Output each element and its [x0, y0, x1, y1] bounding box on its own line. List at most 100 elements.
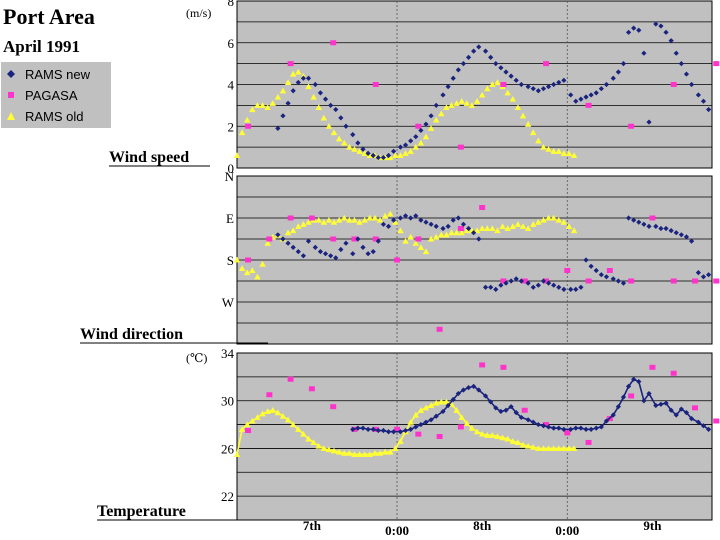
- data-point-diamond: [317, 249, 324, 255]
- data-point-triangle: [438, 398, 445, 405]
- data-point-triangle: [279, 413, 287, 419]
- data-point-diamond: [561, 77, 567, 83]
- data-point-triangle: [238, 265, 246, 271]
- x-tick-label: 9th: [643, 518, 662, 533]
- data-point-square: [351, 236, 358, 242]
- data-point-diamond: [440, 408, 446, 415]
- data-point-triangle: [478, 430, 486, 437]
- data-point-triangle: [438, 231, 445, 238]
- data-point-square: [628, 278, 635, 284]
- data-point-diamond: [668, 407, 674, 413]
- data-point-triangle: [346, 216, 353, 223]
- data-point-triangle: [371, 450, 379, 456]
- data-point-diamond: [476, 236, 482, 242]
- data-point-triangle: [244, 116, 251, 123]
- data-point-diamond: [428, 221, 434, 227]
- data-point-diamond: [695, 92, 701, 98]
- data-point-triangle: [453, 100, 460, 106]
- data-point-diamond: [317, 90, 324, 96]
- data-point-triangle: [555, 148, 562, 154]
- data-point-triangle: [565, 223, 573, 229]
- data-point-diamond: [678, 232, 684, 238]
- data-point-diamond: [380, 221, 387, 227]
- data-point-triangle: [432, 116, 440, 123]
- data-point-diamond: [498, 408, 504, 415]
- data-point-square: [670, 82, 677, 87]
- data-point-triangle: [412, 411, 419, 418]
- data-point-triangle: [284, 229, 292, 236]
- data-point-diamond: [285, 100, 291, 106]
- data-point-diamond: [455, 67, 461, 73]
- legend: RAMS new PAGASA RAMS old: [1, 62, 111, 128]
- data-point-triangle: [341, 450, 348, 456]
- data-point-diamond: [561, 426, 567, 432]
- data-point-diamond: [465, 225, 472, 232]
- data-point-diamond: [385, 152, 392, 159]
- data-point-diamond: [503, 407, 509, 413]
- data-point-triangle: [545, 445, 552, 451]
- data-point-triangle: [427, 402, 435, 409]
- data-point-square: [415, 431, 422, 437]
- data-point-diamond: [355, 236, 361, 242]
- data-point-diamond: [513, 77, 519, 83]
- data-point-diamond: [295, 79, 301, 86]
- data-point-diamond: [433, 413, 439, 419]
- y-tick-label: 2: [228, 119, 235, 134]
- data-point-diamond: [476, 387, 482, 393]
- data-point-triangle: [453, 229, 460, 236]
- data-point-square: [330, 236, 337, 242]
- data-point-diamond: [290, 244, 296, 250]
- data-point-diamond: [603, 81, 610, 88]
- data-point-diamond: [598, 272, 604, 278]
- data-point-square: [266, 392, 273, 398]
- data-point-diamond: [518, 414, 524, 421]
- data-point-triangle: [458, 98, 465, 104]
- data-point-triangle: [422, 248, 430, 255]
- series-rams-new: [275, 21, 712, 161]
- data-point-diamond: [568, 286, 574, 292]
- data-point-diamond: [305, 238, 312, 244]
- data-point-diamond: [471, 48, 477, 54]
- data-point-triangle: [468, 424, 476, 431]
- data-point-diamond: [568, 92, 574, 98]
- data-point-triangle: [489, 432, 496, 438]
- data-point-triangle: [346, 143, 353, 150]
- data-point-diamond: [646, 390, 652, 397]
- data-point-triangle: [351, 216, 358, 223]
- data-point-diamond: [493, 286, 499, 292]
- data-point-square: [372, 82, 379, 87]
- y-tick-label: 8: [228, 0, 235, 9]
- data-point-diamond: [603, 418, 610, 424]
- data-point-diamond: [402, 213, 409, 219]
- data-point-diamond: [658, 23, 664, 29]
- x-tick-label: 0:00: [555, 523, 579, 538]
- data-point-diamond: [418, 127, 424, 134]
- data-point-diamond: [365, 150, 371, 156]
- data-point-triangle: [417, 139, 425, 146]
- data-point-triangle: [233, 152, 241, 159]
- data-point-triangle: [473, 227, 481, 234]
- data-point-triangle: [407, 233, 414, 240]
- data-point-triangle: [524, 120, 532, 127]
- data-point-triangle: [264, 104, 271, 111]
- data-point-square: [543, 422, 550, 428]
- data-point-triangle: [504, 225, 511, 232]
- data-point-square: [628, 393, 635, 399]
- data-point-triangle: [448, 102, 455, 108]
- data-point-triangle: [366, 152, 373, 159]
- legend-item-rams-old: RAMS old: [5, 107, 84, 125]
- data-point-triangle: [289, 421, 297, 428]
- data-point-diamond: [423, 419, 429, 425]
- data-point-diamond: [280, 113, 286, 119]
- data-point-diamond: [333, 255, 339, 261]
- axis-unit-label: (℃): [186, 351, 207, 365]
- data-point-triangle: [499, 223, 506, 229]
- data-point-diamond: [391, 217, 397, 223]
- data-point-square: [670, 370, 677, 376]
- data-point-triangle: [361, 216, 368, 223]
- data-point-diamond: [433, 223, 439, 229]
- data-point-diamond: [530, 86, 536, 92]
- data-point-triangle: [238, 129, 246, 136]
- data-point-diamond: [482, 284, 489, 290]
- data-point-diamond: [413, 424, 419, 430]
